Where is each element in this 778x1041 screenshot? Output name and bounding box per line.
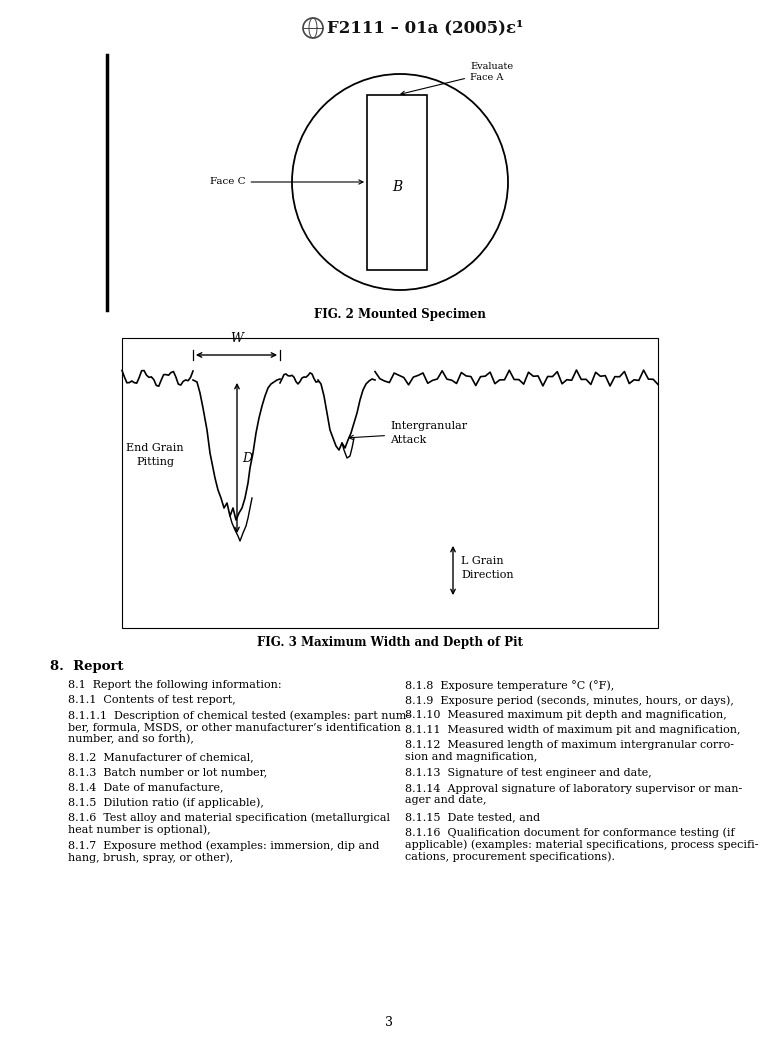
Text: 8.1.13  Signature of test engineer and date,: 8.1.13 Signature of test engineer and da… (405, 768, 652, 779)
Text: FIG. 2 Mounted Specimen: FIG. 2 Mounted Specimen (314, 308, 486, 321)
Text: B: B (392, 180, 402, 194)
Text: Evaluate
Face A: Evaluate Face A (401, 62, 513, 95)
Text: 8.1.5  Dilution ratio (if applicable),: 8.1.5 Dilution ratio (if applicable), (68, 797, 264, 808)
Text: L Grain
Direction: L Grain Direction (461, 556, 513, 580)
Text: 8.1.11  Measured width of maximum pit and magnification,: 8.1.11 Measured width of maximum pit and… (405, 725, 741, 735)
Text: 8.1.8  Exposure temperature °C (°F),: 8.1.8 Exposure temperature °C (°F), (405, 680, 615, 691)
Text: 3: 3 (385, 1016, 393, 1029)
Text: 8.1.10  Measured maximum pit depth and magnification,: 8.1.10 Measured maximum pit depth and ma… (405, 710, 727, 720)
Text: 8.  Report: 8. Report (50, 660, 124, 672)
Text: 8.1  Report the following information:: 8.1 Report the following information: (68, 680, 282, 690)
Text: 8.1.3  Batch number or lot number,: 8.1.3 Batch number or lot number, (68, 767, 268, 777)
Text: W: W (230, 332, 243, 345)
Bar (122, 338, 658, 628)
Text: 8.1.6  Test alloy and material specification (metallurgical
heat number is optio: 8.1.6 Test alloy and material specificat… (68, 812, 390, 835)
Text: 8.1.7  Exposure method (examples: immersion, dip and
hang, brush, spray, or othe: 8.1.7 Exposure method (examples: immersi… (68, 840, 380, 863)
Text: 8.1.14  Approval signature of laboratory supervisor or man-
ager and date,: 8.1.14 Approval signature of laboratory … (405, 784, 742, 805)
Text: 8.1.15  Date tested, and: 8.1.15 Date tested, and (405, 812, 540, 822)
Text: 8.1.4  Date of manufacture,: 8.1.4 Date of manufacture, (68, 782, 223, 792)
Text: 8.1.1  Contents of test report,: 8.1.1 Contents of test report, (68, 695, 236, 705)
Text: F2111 – 01a (2005)ε¹: F2111 – 01a (2005)ε¹ (327, 20, 524, 36)
Bar (367, 95, 427, 270)
Text: End Grain
Pitting: End Grain Pitting (126, 443, 184, 467)
Text: Face C: Face C (210, 178, 363, 186)
Text: 8.1.12  Measured length of maximum intergranular corro-
sion and magnification,: 8.1.12 Measured length of maximum interg… (405, 740, 734, 762)
Text: FIG. 3 Maximum Width and Depth of Pit: FIG. 3 Maximum Width and Depth of Pit (257, 636, 523, 649)
Text: D: D (242, 452, 252, 464)
Text: 8.1.2  Manufacturer of chemical,: 8.1.2 Manufacturer of chemical, (68, 752, 254, 762)
Text: Intergranular
Attack: Intergranular Attack (349, 422, 467, 445)
Text: 8.1.16  Qualification document for conformance testing (if
applicable) (examples: 8.1.16 Qualification document for confor… (405, 827, 759, 862)
Text: 8.1.9  Exposure period (seconds, minutes, hours, or days),: 8.1.9 Exposure period (seconds, minutes,… (405, 695, 734, 706)
Text: 8.1.1.1  Description of chemical tested (examples: part num-
ber, formula, MSDS,: 8.1.1.1 Description of chemical tested (… (68, 710, 410, 744)
